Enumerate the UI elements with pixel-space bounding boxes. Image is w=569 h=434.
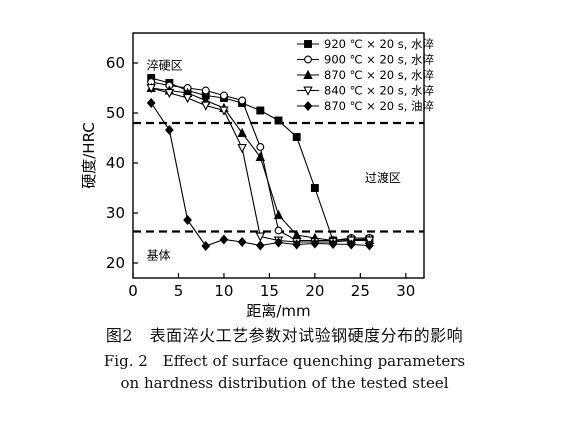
- series-5-point: [328, 238, 338, 250]
- series-5-point: [310, 238, 320, 249]
- series-5-point: [165, 124, 174, 136]
- region-annotation: 过渡区: [365, 170, 401, 185]
- series-4-point: [146, 84, 156, 94]
- series-5-point: [365, 240, 374, 251]
- x-tick-label: 15: [260, 282, 279, 300]
- series-5-point: [292, 239, 302, 250]
- y-tick-label: 40: [106, 154, 125, 172]
- series-5-point: [146, 97, 156, 109]
- series-1-point: [256, 106, 265, 115]
- series-2-point: [238, 96, 247, 105]
- y-tick-label: 60: [106, 54, 125, 72]
- legend-entry: 900 ℃ × 20 s, 水淬: [324, 53, 435, 67]
- x-axis-label: 距离/mm: [246, 302, 310, 320]
- series-4-point: [219, 106, 229, 116]
- hardness-chart: 0 5 10 15 20 25 30 20 30 40 50 60 距离/mm 硬度/HRC 淬硬区过渡区基…: [80, 32, 435, 320]
- series-5-point: [274, 237, 283, 248]
- series-2-point: [219, 91, 228, 100]
- series-4-point: [164, 89, 175, 99]
- series-4-point: [237, 144, 247, 154]
- series-1-point: [310, 184, 319, 192]
- x-tick-label: 10: [214, 282, 233, 300]
- legend-marker: [303, 69, 313, 79]
- y-tick-label: 20: [106, 254, 125, 272]
- series-2-point: [201, 86, 210, 95]
- x-tick-label: 30: [396, 282, 415, 300]
- y-tick-label: 50: [106, 104, 125, 122]
- series-5-point: [237, 236, 247, 248]
- series-5-point: [183, 214, 192, 226]
- series-1-point: [274, 116, 283, 125]
- y-axis-label: 硬度/HRC: [80, 122, 98, 188]
- legend-marker: [303, 86, 313, 96]
- legend-marker: [303, 100, 313, 112]
- series-3-point: [255, 151, 266, 161]
- series-5-point: [201, 240, 211, 252]
- series-5-point: [219, 234, 229, 245]
- x-tick-label: 0: [128, 282, 138, 300]
- region-annotation: 淬硬区: [147, 58, 183, 73]
- plot-frame: [132, 32, 425, 279]
- series-4-point: [201, 101, 211, 111]
- series-5-point: [255, 240, 265, 251]
- legend-marker: [304, 55, 312, 64]
- series-3-point: [273, 209, 284, 219]
- region-annotation: 基体: [147, 249, 171, 263]
- series-1-point: [292, 133, 301, 141]
- figure-caption-chinese: 图2 表面淬火工艺参数对试验钢硬度分布的影响: [105, 326, 464, 345]
- series-2-point: [274, 226, 283, 235]
- series-3-point: [237, 127, 247, 137]
- series-4-point: [255, 232, 266, 242]
- figure-caption-english-line2: on hardness distribution of the tested s…: [120, 374, 449, 392]
- x-tick-label: 5: [174, 282, 184, 300]
- legend-marker: [304, 40, 312, 48]
- figure-caption-english-line1: Fig. 2 Effect of surface quenching param…: [103, 352, 466, 370]
- x-tick-label: 25: [351, 282, 370, 300]
- legend-entry: 870 ℃ × 20 s, 油淬: [324, 99, 435, 113]
- legend-entry: 920 ℃ × 20 s, 水淬: [324, 37, 435, 51]
- series-4-point: [182, 94, 193, 104]
- legend-entry: 870 ℃ × 20 s, 水淬: [324, 68, 435, 82]
- series-2-point: [256, 143, 265, 151]
- y-tick-label: 30: [106, 204, 125, 222]
- series-5-point: [346, 239, 356, 250]
- x-tick-label: 20: [305, 282, 324, 300]
- legend-entry: 840 ℃ × 20 s, 水淬: [324, 84, 435, 98]
- series-line-5: [150, 102, 370, 247]
